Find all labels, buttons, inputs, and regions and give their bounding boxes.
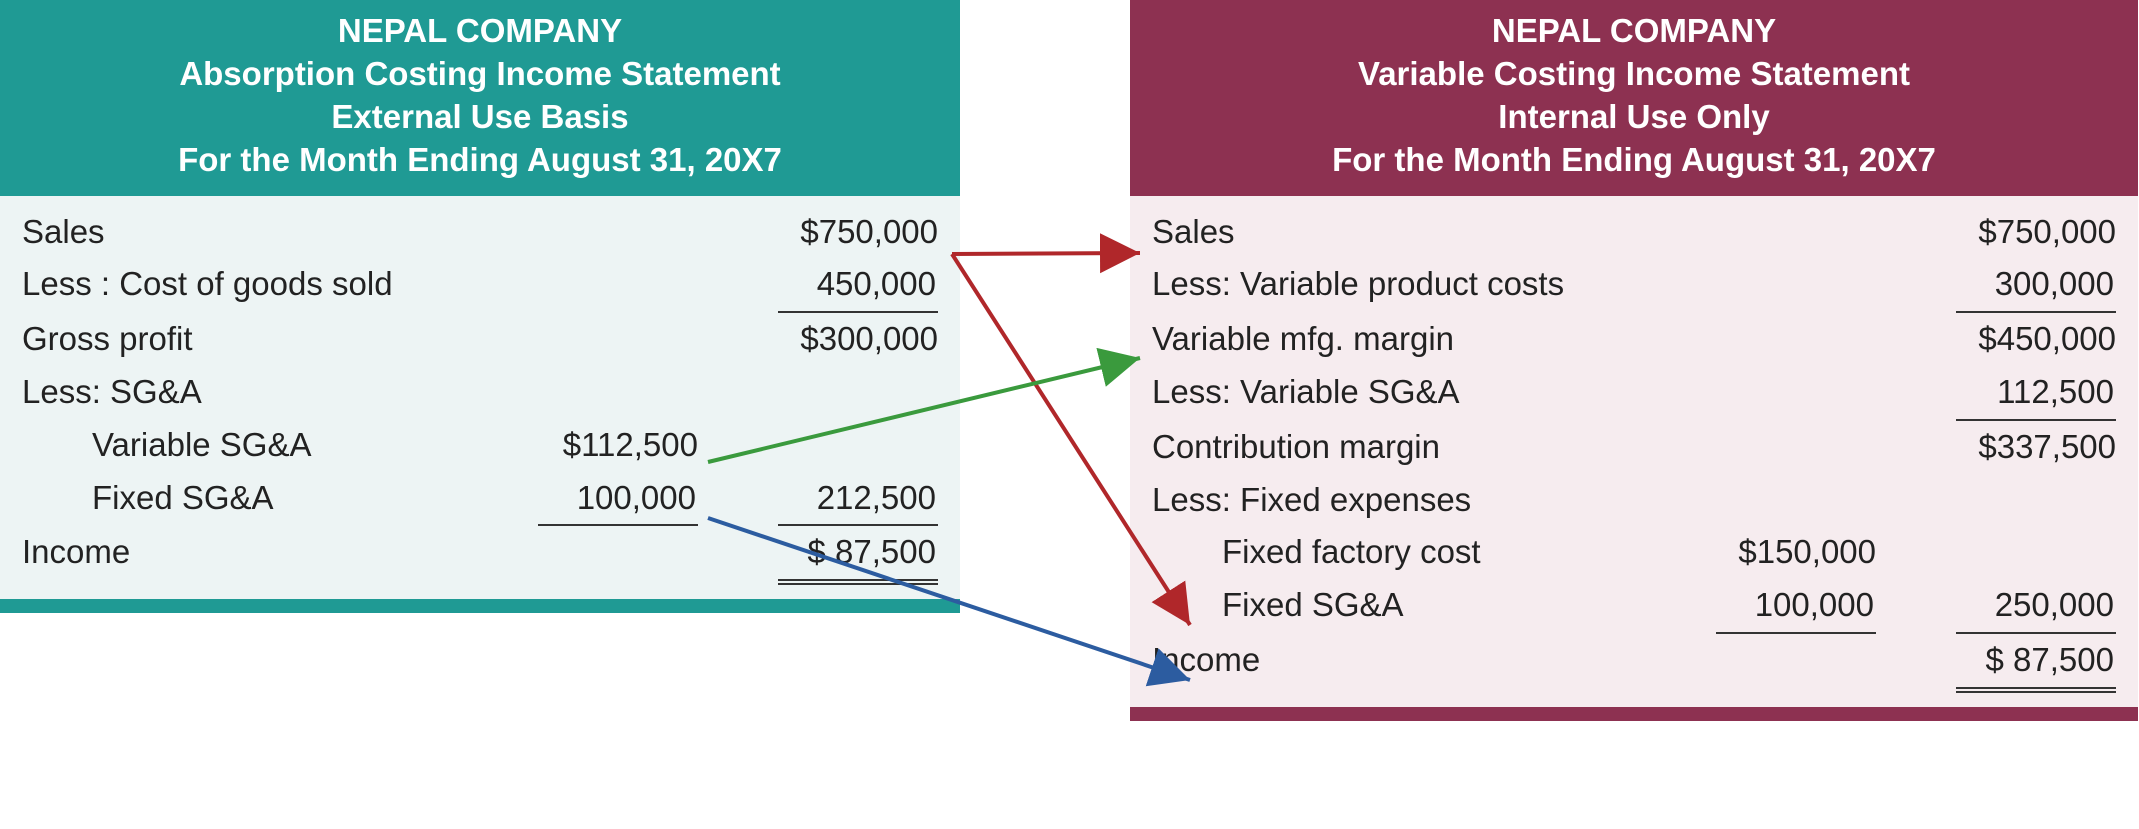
row-income: Income $ 87,500 [1152, 634, 2116, 693]
label: Less: Variable product costs [1152, 258, 1676, 311]
row-cogs: Less : Cost of goods sold 450,000 [22, 258, 938, 313]
statement-period: For the Month Ending August 31, 20X7 [1140, 139, 2128, 182]
value: $750,000 [1896, 206, 2116, 259]
statement-basis: External Use Basis [10, 96, 950, 139]
row-fixed-sga: Fixed SG&A 100,000 212,500 [22, 472, 938, 527]
value: $300,000 [718, 313, 938, 366]
subtotal: 250,000 [1956, 579, 2116, 634]
label: Fixed SG&A [22, 472, 498, 525]
absorption-panel: NEPAL COMPANY Absorption Costing Income … [0, 0, 960, 613]
variable-body: Sales $750,000 Less: Variable product co… [1130, 196, 2138, 707]
statement-period: For the Month Ending August 31, 20X7 [10, 139, 950, 182]
label: Contribution margin [1152, 421, 1676, 474]
label: Sales [1152, 206, 1676, 259]
label: Fixed factory cost [1152, 526, 1676, 579]
value: $750,000 [718, 206, 938, 259]
value: 100,000 [538, 472, 698, 527]
variable-header: NEPAL COMPANY Variable Costing Income St… [1130, 0, 2138, 196]
row-var-mfg-margin: Variable mfg. margin $450,000 [1152, 313, 2116, 366]
variable-bottom-bar [1130, 707, 2138, 721]
row-fixed-sga: Fixed SG&A 100,000 250,000 [1152, 579, 2116, 634]
label: Variable mfg. margin [1152, 313, 1676, 366]
value: 112,500 [1956, 366, 2116, 421]
arrow-cogs-to-varprod [952, 253, 1140, 254]
absorption-header: NEPAL COMPANY Absorption Costing Income … [0, 0, 960, 196]
value: $150,000 [1676, 526, 1896, 579]
label: Income [1152, 634, 1676, 687]
value: $337,500 [1896, 421, 2116, 474]
row-contribution-margin: Contribution margin $337,500 [1152, 421, 2116, 474]
value: $112,500 [498, 419, 718, 472]
label: Less: SG&A [22, 366, 498, 419]
row-var-product-cost: Less: Variable product costs 300,000 [1152, 258, 2116, 313]
label: Less: Variable SG&A [1152, 366, 1676, 419]
row-var-sga: Less: Variable SG&A 112,500 [1152, 366, 2116, 421]
value: 450,000 [778, 258, 938, 313]
variable-panel: NEPAL COMPANY Variable Costing Income St… [1130, 0, 2138, 721]
statement-title: Absorption Costing Income Statement [10, 53, 950, 96]
row-gross-profit: Gross profit $300,000 [22, 313, 938, 366]
label: Gross profit [22, 313, 498, 366]
label: Less: Fixed expenses [1152, 474, 1676, 527]
statement-title: Variable Costing Income Statement [1140, 53, 2128, 96]
value: $ 87,500 [778, 526, 938, 585]
row-fixed-factory: Fixed factory cost $150,000 [1152, 526, 2116, 579]
value: $450,000 [1896, 313, 2116, 366]
value: 100,000 [1716, 579, 1876, 634]
label: Fixed SG&A [1152, 579, 1676, 632]
row-sales: Sales $750,000 [1152, 206, 2116, 259]
value: $ 87,500 [1956, 634, 2116, 693]
row-sales: Sales $750,000 [22, 206, 938, 259]
row-income: Income $ 87,500 [22, 526, 938, 585]
company-name: NEPAL COMPANY [10, 10, 950, 53]
row-sga-head: Less: SG&A [22, 366, 938, 419]
row-fixed-head: Less: Fixed expenses [1152, 474, 2116, 527]
value: 300,000 [1956, 258, 2116, 313]
label: Variable SG&A [22, 419, 498, 472]
statement-basis: Internal Use Only [1140, 96, 2128, 139]
label: Income [22, 526, 498, 579]
row-var-sga: Variable SG&A $112,500 [22, 419, 938, 472]
label: Sales [22, 206, 498, 259]
label: Less : Cost of goods sold [22, 258, 498, 311]
absorption-bottom-bar [0, 599, 960, 613]
subtotal: 212,500 [778, 472, 938, 527]
company-name: NEPAL COMPANY [1140, 10, 2128, 53]
absorption-body: Sales $750,000 Less : Cost of goods sold… [0, 196, 960, 600]
